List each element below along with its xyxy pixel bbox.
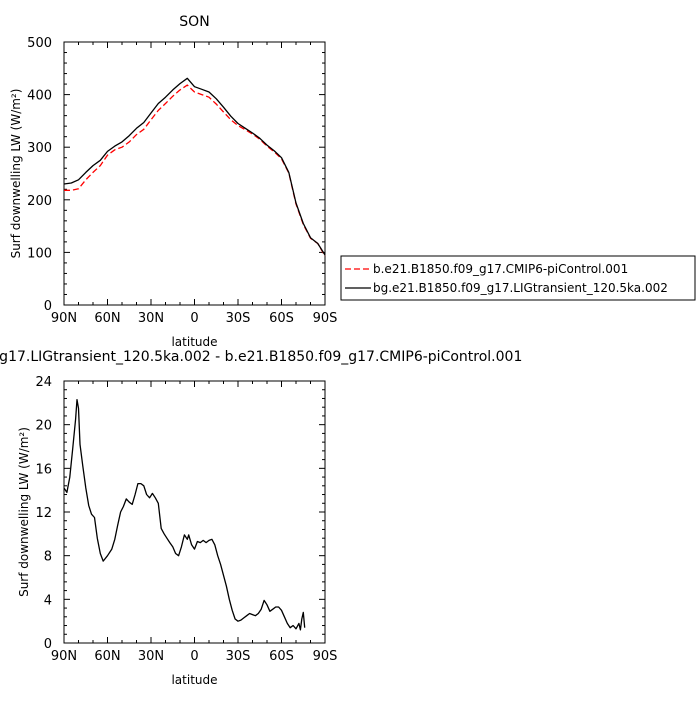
y-tick-label: 0 [44,637,52,652]
y-tick-label: 400 [27,89,52,104]
x-tick-label: 30S [226,649,251,664]
x-axis-label: latitude [171,335,217,349]
x-tick-label: 30N [138,649,164,664]
x-tick-label: 90N [51,649,77,664]
legend-entry-1: bg.e21.B1850.f09_g17.LIGtransient_120.5k… [373,281,668,295]
y-tick-label: 8 [44,550,52,565]
y-tick-label: 500 [27,36,52,51]
x-tick-label: 60N [94,649,120,664]
series-line-0 [64,84,326,257]
x-tick-label: 30N [138,311,164,326]
x-axis-label: latitude [171,673,217,687]
chart-title: SON [179,14,209,30]
x-tick-label: 60S [269,649,294,664]
series-line-0 [63,398,306,631]
x-tick-label: 0 [190,649,198,664]
x-tick-label: 90S [313,649,338,664]
x-tick-label: 30S [226,311,251,326]
y-tick-label: 300 [27,141,52,156]
y-tick-label: 4 [44,593,52,608]
y-tick-label: 12 [35,506,52,521]
x-tick-label: 90S [313,311,338,326]
x-tick-label: 90N [51,311,77,326]
legend-entry-0: b.e21.B1850.f09_g17.CMIP6-piControl.001 [373,262,628,276]
plot-frame [63,380,326,644]
plot-frame [63,41,326,306]
chart-title: bg.e21.B1850.f09_g17.LIGtransient_120.5k… [0,349,522,365]
y-tick-label: 16 [35,462,52,477]
y-tick-label: 20 [35,419,52,434]
x-tick-label: 60S [269,311,294,326]
y-tick-label: 0 [44,299,52,314]
y-tick-label: 24 [35,375,52,390]
y-axis-label: Surf downwelling LW (W/m²) [17,427,31,597]
series-line-1 [63,77,326,256]
y-tick-label: 100 [27,246,52,261]
legend-box [340,255,696,301]
x-tick-label: 0 [190,311,198,326]
y-tick-label: 200 [27,194,52,209]
x-tick-label: 60N [94,311,120,326]
y-axis-label: Surf downwelling LW (W/m²) [9,89,23,259]
